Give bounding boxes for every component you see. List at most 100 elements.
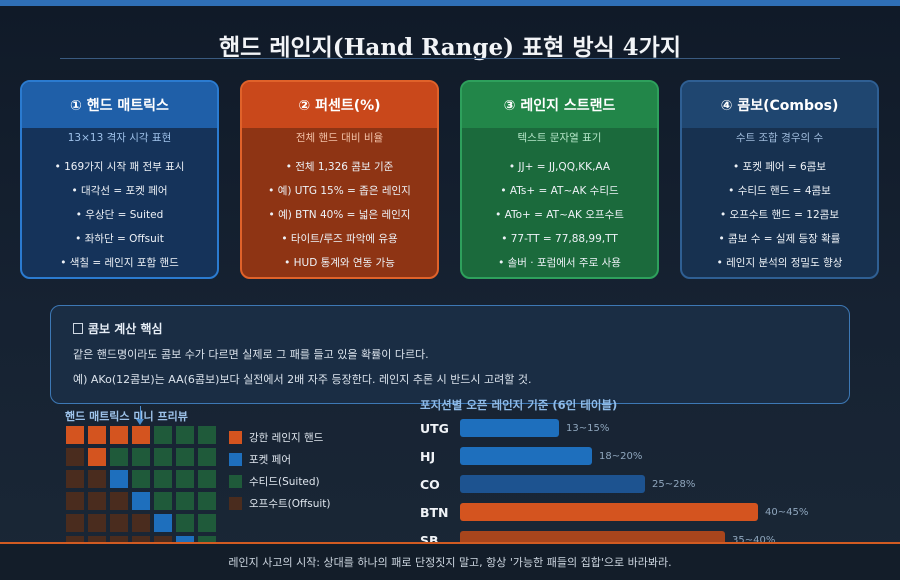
matrix-cell bbox=[110, 448, 128, 466]
matrix-cell bbox=[176, 426, 194, 444]
position-row-co: CO 25~28% bbox=[420, 474, 695, 494]
position-row-hj: HJ 18~20% bbox=[420, 446, 642, 466]
card-item: • JJ+ = JJ,QQ,KK,AA bbox=[508, 161, 611, 173]
card-item: • 색칠 = 레인지 포함 핸드 bbox=[60, 257, 179, 269]
note-icon bbox=[73, 323, 83, 334]
matrix-cell bbox=[176, 492, 194, 510]
card-subtitle: 13×13 격자 시각 표현 bbox=[67, 132, 172, 144]
matrix-cell bbox=[154, 514, 172, 532]
position-label: HJ bbox=[420, 448, 436, 464]
card-title: ④ 콤보(Combos) bbox=[682, 82, 877, 128]
matrix-cell bbox=[198, 426, 216, 444]
callout-heading: 콤보 계산 핵심 bbox=[73, 320, 835, 337]
legend-item-offsuit: 오프수트(Offsuit) bbox=[229, 492, 331, 514]
matrix-cell bbox=[132, 448, 150, 466]
card-subtitle: 전체 핸드 대비 비율 bbox=[295, 132, 384, 144]
card-list: • JJ+ = JJ,QQ,KK,AA • ATs+ = AT~AK 수티드 •… bbox=[462, 155, 657, 275]
matrix-cell bbox=[198, 470, 216, 488]
range-value: 18~20% bbox=[599, 450, 643, 462]
matrix-cell bbox=[176, 470, 194, 488]
matrix-cell bbox=[176, 514, 194, 532]
legend-label: 포켓 페어 bbox=[249, 453, 291, 466]
arrow-icon bbox=[140, 406, 141, 420]
legend-swatch bbox=[229, 430, 242, 444]
matrix-cell bbox=[198, 448, 216, 466]
card-item: • ATo+ = AT~AK 오프수트 bbox=[495, 209, 624, 221]
matrix-cell bbox=[110, 536, 128, 546]
matrix-preview-title: 핸드 매트릭스 미니 프리뷰 bbox=[65, 410, 188, 423]
card-range-string: ③ 레인지 스트랜드 텍스트 문자열 표기 • JJ+ = JJ,QQ,KK,A… bbox=[460, 80, 659, 279]
range-value: 40~45% bbox=[765, 506, 809, 518]
callout-line: 같은 핸드명이라도 콤보 수가 다르면 실제로 그 패를 들고 있을 확률이 다… bbox=[73, 348, 429, 361]
matrix-cell bbox=[88, 426, 106, 444]
card-item: • ATs+ = AT~AK 수티드 bbox=[500, 185, 619, 197]
matrix-cell bbox=[132, 492, 150, 510]
page-title: 핸드 레인지(Hand Range) 표현 방식 4가지 bbox=[219, 34, 681, 61]
matrix-cell bbox=[88, 514, 106, 532]
matrix-cell bbox=[154, 426, 172, 444]
matrix-cell bbox=[110, 426, 128, 444]
legend-label: 오프수트(Offsuit) bbox=[249, 497, 331, 510]
card-item: • 타이트/루즈 파악에 유용 bbox=[281, 233, 398, 245]
matrix-cell bbox=[110, 470, 128, 488]
card-list: • 전체 1,326 콤보 기준 • 예) UTG 15% = 좁은 레인지 •… bbox=[242, 155, 437, 275]
matrix-cell bbox=[66, 470, 84, 488]
card-item: • 포켓 페어 = 6콤보 bbox=[733, 161, 826, 173]
matrix-cell bbox=[88, 492, 106, 510]
range-bar bbox=[460, 475, 645, 493]
matrix-grid bbox=[66, 426, 218, 546]
range-value: 13~15% bbox=[566, 422, 610, 434]
legend-label: 수티드(Suited) bbox=[249, 475, 320, 488]
position-label: BTN bbox=[420, 504, 449, 520]
card-list: • 169가지 시작 패 전부 표시 • 대각선 = 포켓 페어 • 우상단 =… bbox=[22, 155, 217, 275]
range-bar bbox=[460, 503, 758, 521]
card-item: • 좌하단 = Offsuit bbox=[75, 233, 164, 245]
matrix-legend: 강한 레인지 핸드 포켓 페어 수티드(Suited) 오프수트(Offsuit… bbox=[229, 426, 331, 514]
legend-item-pair: 포켓 페어 bbox=[229, 448, 331, 470]
callout-title: 콤보 계산 핵심 bbox=[88, 322, 163, 336]
card-title: ② 퍼센트(%) bbox=[242, 82, 437, 128]
matrix-cell bbox=[154, 492, 172, 510]
matrix-cell bbox=[154, 536, 172, 546]
matrix-cell bbox=[132, 536, 150, 546]
card-item: • 예) UTG 15% = 좁은 레인지 bbox=[268, 185, 411, 197]
card-percent: ② 퍼센트(%) 전체 핸드 대비 비율 • 전체 1,326 콤보 기준 • … bbox=[240, 80, 439, 279]
matrix-cell bbox=[198, 536, 216, 546]
range-value: 35~40% bbox=[732, 534, 776, 546]
matrix-cell bbox=[176, 536, 194, 546]
legend-label: 강한 레인지 핸드 bbox=[249, 431, 324, 444]
matrix-cell bbox=[66, 492, 84, 510]
legend-swatch bbox=[229, 452, 242, 466]
legend-swatch bbox=[229, 474, 242, 488]
card-item: • 전체 1,326 콤보 기준 bbox=[285, 161, 394, 173]
legend-item-strong: 강한 레인지 핸드 bbox=[229, 426, 331, 448]
positions-title: 포지션별 오픈 레인지 기준 (6인 테이블) bbox=[420, 398, 618, 412]
card-item: • 예) BTN 40% = 넓은 레인지 bbox=[268, 209, 411, 221]
matrix-cell bbox=[154, 470, 172, 488]
matrix-cell bbox=[176, 448, 194, 466]
matrix-cell bbox=[110, 492, 128, 510]
range-bar bbox=[460, 447, 592, 465]
legend-item-suited: 수티드(Suited) bbox=[229, 470, 331, 492]
matrix-cell bbox=[66, 448, 84, 466]
matrix-cell bbox=[132, 514, 150, 532]
matrix-cell bbox=[88, 448, 106, 466]
matrix-cell bbox=[132, 470, 150, 488]
card-item: • 우상단 = Suited bbox=[75, 209, 164, 221]
footer-note: 레인지 사고의 시작: 상대를 하나의 패로 단정짓지 말고, 항상 '가능한 … bbox=[0, 542, 900, 580]
card-item: • 대각선 = 포켓 페어 bbox=[71, 185, 168, 197]
card-subtitle: 텍스트 문자열 표기 bbox=[517, 132, 602, 144]
card-item: • 레인지 분석의 정밀도 향상 bbox=[716, 257, 843, 269]
matrix-cell bbox=[66, 426, 84, 444]
matrix-cell bbox=[66, 514, 84, 532]
card-title: ① 핸드 매트릭스 bbox=[22, 82, 217, 128]
position-row-utg: UTG 13~15% bbox=[420, 418, 609, 438]
position-label: CO bbox=[420, 476, 440, 492]
card-item: • 수티드 핸드 = 4콤보 bbox=[728, 185, 831, 197]
card-list: • 포켓 페어 = 6콤보 • 수티드 핸드 = 4콤보 • 오프수트 핸드 =… bbox=[682, 155, 877, 275]
matrix-cell bbox=[66, 536, 84, 546]
matrix-cell bbox=[198, 492, 216, 510]
card-item: • 77-TT = 77,88,99,TT bbox=[501, 233, 618, 245]
matrix-cell bbox=[132, 426, 150, 444]
card-item: • HUD 통계와 연동 가능 bbox=[284, 257, 395, 269]
